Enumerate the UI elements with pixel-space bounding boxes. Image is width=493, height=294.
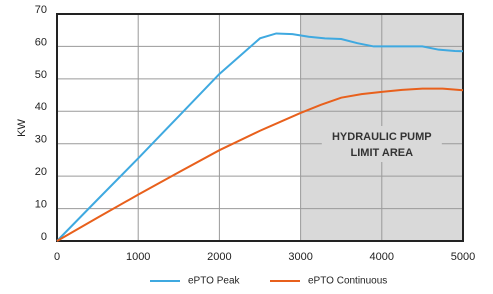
chart: 0 10 20 30 40 50 60 70 0 1000 2000 3000 4000 5000 HYDR… bbox=[0, 0, 493, 294]
x-tick-label: 5000 bbox=[451, 251, 475, 263]
x-tick-label: 4000 bbox=[370, 251, 394, 263]
x-tick-label: 0 bbox=[54, 251, 60, 263]
annotation: LIMIT AREA bbox=[351, 147, 414, 159]
x-tick-label: 2000 bbox=[207, 251, 231, 263]
y-tick-label: 20 bbox=[35, 166, 47, 178]
y-tick-label: 60 bbox=[35, 36, 47, 48]
y-axis-label: KW bbox=[16, 119, 28, 137]
y-tick-label: 50 bbox=[35, 69, 47, 81]
y-tick-label: 40 bbox=[35, 101, 47, 113]
y-tick-label: 10 bbox=[35, 198, 47, 210]
x-tick-label: 3000 bbox=[288, 251, 312, 263]
y-tick-label: 30 bbox=[35, 134, 47, 146]
annotation: HYDRAULIC PUMP bbox=[332, 131, 432, 143]
legend-label: ePTO Peak bbox=[188, 276, 241, 287]
x-tick-label: 1000 bbox=[126, 251, 150, 263]
y-tick-label: 70 bbox=[35, 4, 47, 16]
legend-label: ePTO Continuous bbox=[308, 276, 387, 287]
y-tick-label: 0 bbox=[41, 231, 47, 243]
